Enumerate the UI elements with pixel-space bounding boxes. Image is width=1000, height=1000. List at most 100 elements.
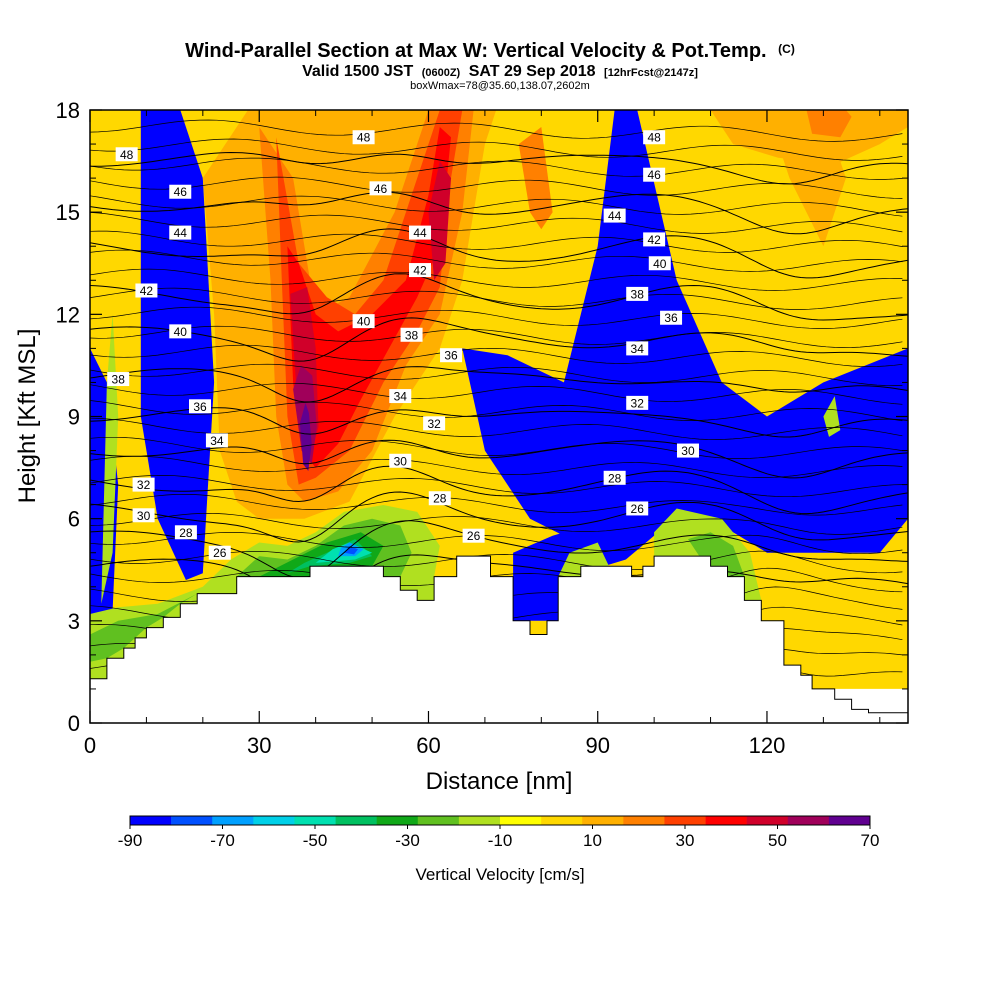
terrain-mask (90, 555, 908, 723)
subtitle-valid: Valid 1500 JST (302, 63, 413, 80)
contour-label-text: 38 (112, 373, 126, 387)
contour-label-bg (626, 341, 649, 356)
contour-label-text: 44 (608, 209, 622, 223)
contour-label-30: 30 (676, 443, 699, 458)
chart-subtitle: Valid 1500 JST (0600Z) SAT 29 Sep 2018 [… (302, 63, 698, 80)
contour-label-text: 28 (179, 526, 193, 540)
colorbar-swatch (664, 816, 706, 825)
contour-label-bg (174, 525, 197, 540)
contour-label-46: 46 (169, 184, 192, 199)
theta-fine-contour (90, 306, 903, 329)
velocity-region-16 (299, 402, 312, 471)
contour-label-text: 26 (213, 546, 227, 560)
colorbar-swatch (212, 816, 254, 825)
contour-label-bg (389, 389, 412, 404)
contour-label-38: 38 (107, 372, 130, 387)
velocity-region-7 (767, 110, 846, 247)
contour-label-bg (107, 372, 130, 387)
contour-label-32: 32 (626, 395, 649, 410)
subtitle-fcst: [12hrFcst@2147z] (604, 67, 698, 79)
contour-label-text: 42 (647, 233, 661, 247)
contour-label-bg (169, 184, 192, 199)
colorbar-swatch (705, 816, 747, 825)
colorbar-swatch (171, 816, 213, 825)
colorbar-tick-label: -70 (210, 831, 235, 850)
contour-label-text: 26 (631, 502, 645, 516)
contour-label-bg (409, 225, 432, 240)
contour-label-bg (626, 395, 649, 410)
theta-contour-38 (90, 366, 908, 403)
theta-fine-contour (90, 512, 903, 535)
contour-label-bg (352, 130, 375, 145)
contour-label-text: 46 (374, 182, 388, 196)
velocity-region-29 (343, 545, 358, 555)
contour-label-text: 46 (647, 168, 661, 182)
chart-title: Wind-Parallel Section at Max W: Vertical… (185, 40, 795, 62)
contour-label-text: 32 (427, 417, 441, 431)
contour-label-text: 28 (433, 492, 447, 506)
contour-label-bg (189, 399, 212, 414)
contour-label-bg (369, 181, 392, 196)
chart-title-main: Wind-Parallel Section at Max W: Vertical… (185, 40, 766, 62)
x-tick-label: 30 (247, 733, 271, 758)
contour-label-text: 40 (653, 257, 667, 271)
contour-label-text: 34 (394, 390, 408, 404)
colorbar-swatch (376, 816, 419, 825)
colorbar-swatch (746, 816, 789, 825)
theta-fine-contour (90, 249, 903, 272)
contour-label-44: 44 (169, 225, 192, 240)
x-tick-label: 90 (585, 733, 609, 758)
velocity-region-2 (462, 110, 908, 553)
contour-label-text: 26 (467, 529, 481, 543)
contour-label-text: 34 (631, 342, 645, 356)
colorbar-swatch (500, 816, 542, 825)
contour-label-bg (643, 130, 666, 145)
contour-label-bg (135, 283, 158, 298)
contour-label-48: 48 (352, 130, 375, 145)
contour-label-bg (409, 263, 432, 278)
theta-fine-contour (90, 268, 903, 291)
theta-fine-contour (90, 417, 903, 440)
contour-label-bg (626, 501, 649, 516)
x-axis: 0 30 60 90 120 (84, 110, 881, 758)
contour-label-text: 42 (140, 284, 154, 298)
colorbar-tick-label: -10 (488, 831, 513, 850)
theta-fine-contour (90, 195, 903, 217)
contour-label-text: 38 (631, 287, 645, 301)
contour-label-34: 34 (626, 341, 649, 356)
colorbar-tick-label: -90 (118, 831, 143, 850)
contour-label-28: 28 (603, 470, 626, 485)
contour-label-bg (352, 314, 375, 329)
theta-fine-contour (90, 157, 903, 180)
colorbar-tick-label: 50 (768, 831, 787, 850)
contour-label-28: 28 (174, 525, 197, 540)
theta-contour-44 (90, 228, 908, 279)
y-tick-label: 0 (68, 711, 80, 736)
colorbar-title: Vertical Velocity [cm/s] (415, 865, 584, 884)
contour-label-bg (205, 433, 228, 448)
contour-label-42: 42 (409, 263, 432, 278)
contour-label-bg (643, 232, 666, 247)
y-tick-label: 18 (56, 98, 80, 123)
contour-label-32: 32 (423, 416, 446, 431)
contour-label-28: 28 (428, 491, 451, 506)
contour-label-bg (660, 310, 683, 325)
contour-label-bg (389, 453, 412, 468)
contour-label-text: 30 (681, 444, 695, 458)
contour-label-46: 46 (369, 181, 392, 196)
contour-label-48: 48 (115, 147, 138, 162)
contour-label-bg (440, 348, 463, 363)
theta-contour-42 (90, 273, 908, 321)
contour-label-38: 38 (400, 327, 423, 342)
theta-fine-contour (90, 287, 903, 310)
contour-label-bg (400, 327, 423, 342)
y-tick-label: 9 (68, 405, 80, 430)
chart-title-tag: (C) (778, 42, 795, 56)
x-tick-label: 0 (84, 733, 96, 758)
contour-label-text: 44 (413, 226, 427, 240)
theta-fine-contour (90, 363, 903, 386)
colorbar-swatch (335, 816, 377, 825)
theta-fine-contour (90, 325, 903, 348)
contour-label-40: 40 (352, 314, 375, 329)
velocity-region-12 (287, 127, 451, 468)
